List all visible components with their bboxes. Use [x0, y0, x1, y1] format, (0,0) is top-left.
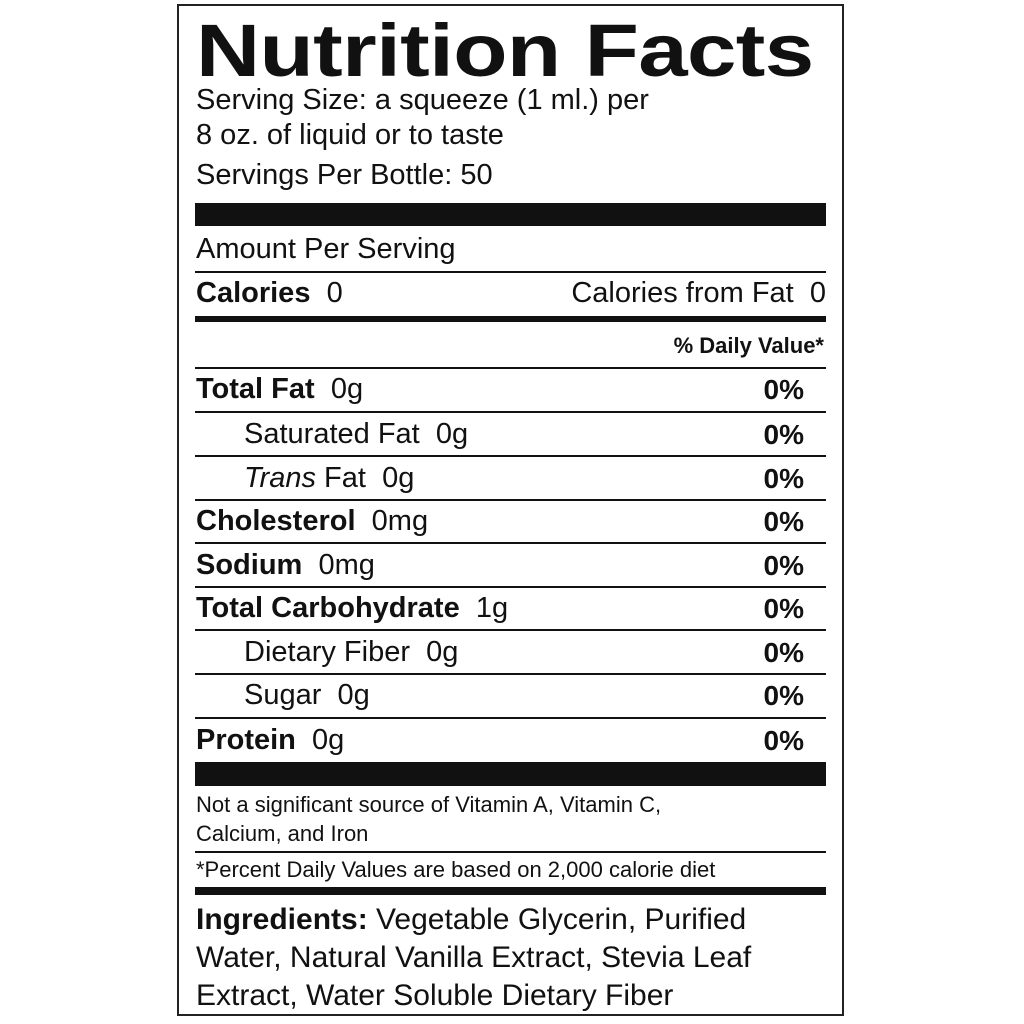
divider: [195, 629, 826, 631]
nutrient-row-dietary-fiber: Dietary Fiber 0g: [244, 638, 458, 667]
servings-per-bottle: Servings Per Bottle: 50: [196, 159, 493, 191]
nutrient-amount: 0g: [312, 724, 345, 756]
nutrient-row-sodium: Sodium 0mg: [196, 551, 375, 580]
nutrient-row-protein: Protein 0g: [196, 726, 344, 755]
nutrient-name: Sodium: [196, 549, 303, 581]
divider: [195, 717, 826, 719]
divider: [195, 271, 826, 273]
nutrient-dv: 0%: [763, 419, 804, 450]
divider: [195, 411, 826, 413]
calories-from-fat: Calories from Fat 0: [571, 279, 826, 308]
divider: [195, 499, 826, 501]
divider: [195, 673, 826, 675]
nutrient-name-suffix: Fat: [324, 462, 366, 494]
divider: [195, 367, 826, 369]
nutrient-dv: 0%: [763, 637, 804, 668]
amount-per-serving: Amount Per Serving: [196, 233, 456, 265]
serving-size-line2: 8 oz. of liquid or to taste: [196, 119, 504, 151]
thick-divider: [195, 762, 826, 786]
calories-value: 0: [326, 277, 343, 309]
nutrient-dv: 0%: [763, 506, 804, 537]
daily-value-header: % Daily Value*: [673, 333, 824, 358]
divider: [195, 851, 826, 853]
percent-daily-note: *Percent Daily Values are based on 2,000…: [196, 857, 716, 882]
nutrient-row-saturated-fat: Saturated Fat 0g: [244, 420, 468, 449]
vitamins-note-line2: Calcium, and Iron: [196, 821, 369, 846]
nutrient-row-trans-fat: Trans Fat 0g: [244, 464, 414, 493]
nutrient-amount: 0g: [337, 679, 370, 711]
nutrient-amount: 0g: [435, 418, 469, 450]
nutrient-row-total-carbohydrate: Total Carbohydrate 1g: [196, 594, 508, 623]
nutrient-name: Trans: [244, 462, 316, 494]
nutrient-amount: 0mg: [318, 549, 375, 581]
nutrient-name: Total Carbohydrate: [196, 592, 460, 624]
nutrient-name: Sugar: [244, 679, 322, 711]
nutrition-label-border: [177, 4, 844, 1016]
calories-from-fat-value: 0: [809, 277, 826, 309]
nutrient-amount: 0g: [382, 462, 415, 494]
divider: [195, 542, 826, 544]
divider: [195, 586, 826, 588]
serving-size-line1: Serving Size: a squeeze (1 ml.) per: [196, 84, 649, 116]
calories-row: Calories 0: [196, 279, 343, 308]
nutrient-row-cholesterol: Cholesterol 0mg: [196, 507, 428, 536]
nutrient-name: Total Fat: [196, 373, 315, 405]
thick-divider: [195, 203, 826, 226]
nutrient-name: Dietary Fiber: [244, 636, 410, 668]
nutrient-dv: 0%: [763, 463, 804, 494]
ingredients-line2: Water, Natural Vanilla Extract, Stevia L…: [196, 941, 752, 974]
nutrient-row-total-fat: Total Fat 0g: [196, 375, 363, 404]
nutrient-amount: 0g: [330, 373, 364, 405]
nutrient-row-sugar: Sugar 0g: [244, 681, 370, 710]
vitamins-note-line1: Not a significant source of Vitamin A, V…: [196, 792, 662, 817]
nutrient-name: Protein: [196, 724, 296, 756]
nutrient-name: Cholesterol: [196, 505, 356, 537]
nutrient-dv: 0%: [763, 680, 804, 711]
nutrient-amount: 0g: [426, 636, 459, 668]
ingredients-line1: Ingredients: Vegetable Glycerin, Purifie…: [196, 905, 746, 935]
nutrient-dv: 0%: [763, 725, 804, 756]
calories-from-fat-label: Calories from Fat: [571, 277, 794, 309]
label-title: Nutrition Facts: [196, 9, 814, 92]
nutrient-amount: 1g: [475, 592, 509, 624]
nutrient-amount: 0mg: [371, 505, 429, 537]
nutrient-dv: 0%: [763, 550, 804, 581]
nutrient-name: Saturated Fat: [244, 418, 420, 450]
medium-divider: [195, 887, 826, 895]
ingredients-text: Vegetable Glycerin, Purified: [376, 903, 747, 936]
calories-label: Calories: [196, 277, 311, 309]
ingredients-label: Ingredients:: [196, 903, 368, 936]
divider: [195, 455, 826, 457]
nutrient-dv: 0%: [763, 593, 804, 624]
nutrient-dv: 0%: [763, 374, 804, 405]
medium-divider: [195, 316, 826, 322]
ingredients-line3: Extract, Water Soluble Dietary Fiber: [196, 979, 674, 1012]
